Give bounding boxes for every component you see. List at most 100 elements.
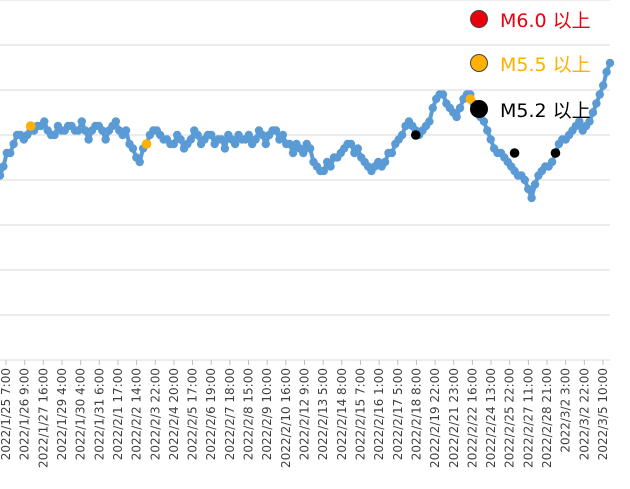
data-point bbox=[176, 135, 185, 144]
data-point bbox=[50, 130, 59, 140]
data-point bbox=[169, 139, 178, 149]
x-tick-label: 2022/2/18 8:00 bbox=[409, 368, 423, 460]
data-point bbox=[425, 117, 434, 126]
data-point bbox=[483, 126, 492, 135]
data-point bbox=[305, 144, 315, 153]
highlight-point bbox=[410, 130, 421, 140]
data-point bbox=[595, 90, 604, 99]
legend-item-m52: M5.2 以上 bbox=[470, 92, 630, 126]
data-point bbox=[588, 108, 598, 117]
data-point bbox=[285, 139, 294, 149]
data-point bbox=[207, 130, 216, 140]
highlight-points bbox=[25, 94, 561, 158]
x-tick-label: 2022/2/15 7:00 bbox=[353, 368, 367, 460]
data-point bbox=[6, 148, 15, 158]
x-tick-label: 2022/2/8 15:00 bbox=[242, 368, 256, 460]
highlight-point bbox=[141, 139, 152, 149]
x-tick-label: 2022/2/5 17:00 bbox=[186, 368, 200, 460]
highlight-point bbox=[25, 121, 36, 131]
data-point bbox=[598, 81, 608, 90]
x-tick-label: 2022/2/13 5:00 bbox=[316, 368, 330, 460]
x-tick-label: 2022/1/25 7:00 bbox=[0, 368, 13, 460]
data-point bbox=[84, 135, 93, 144]
data-point bbox=[230, 139, 240, 149]
data-point bbox=[438, 90, 448, 99]
x-tick-label: 2022/3/2 3:00 bbox=[559, 368, 573, 453]
data-point bbox=[326, 162, 335, 171]
data-point bbox=[128, 144, 138, 153]
data-point bbox=[0, 171, 5, 180]
legend-item-m55: M5.5 以上 bbox=[470, 46, 630, 80]
x-tick-label: 2022/2/7 18:00 bbox=[223, 368, 237, 460]
data-point bbox=[353, 144, 363, 153]
x-tick-label: 2022/2/1 17:00 bbox=[111, 368, 125, 460]
data-point bbox=[547, 157, 557, 167]
data-point bbox=[530, 180, 540, 189]
x-tick-label: 2022/2/21 23:00 bbox=[447, 368, 461, 468]
data-point bbox=[193, 130, 202, 140]
data-point bbox=[486, 135, 495, 144]
x-tick-label: 2022/2/4 20:00 bbox=[167, 368, 181, 460]
data-point bbox=[387, 148, 397, 158]
x-tick-label: 2022/2/24 13:00 bbox=[484, 368, 498, 468]
data-point bbox=[217, 135, 226, 144]
x-tick-label: 2022/2/10 16:00 bbox=[279, 368, 293, 468]
data-point bbox=[111, 117, 121, 126]
data-point bbox=[258, 130, 267, 140]
legend-item-m6: M6.0 以上 bbox=[470, 2, 630, 36]
legend-label: M5.5 以上 bbox=[500, 53, 591, 76]
data-point bbox=[278, 130, 288, 140]
data-point bbox=[220, 144, 230, 153]
legend-dot-orange-icon bbox=[470, 54, 488, 72]
data-point bbox=[585, 117, 594, 126]
x-axis: 2022/1/25 7:00 2022/1/26 9:00 2022/1/27 16… bbox=[0, 360, 610, 468]
data-point bbox=[602, 67, 611, 77]
data-point bbox=[452, 112, 461, 122]
data-point bbox=[346, 139, 356, 149]
x-tick-label: 2022/2/9 10:00 bbox=[260, 368, 274, 460]
legend-label: M5.2 以上 bbox=[500, 99, 591, 122]
x-tick-label: 2022/2/16 1:00 bbox=[372, 368, 386, 460]
x-tick-label: 2022/2/12 9:00 bbox=[298, 368, 312, 460]
legend-label: M6.0 以上 bbox=[500, 9, 591, 32]
data-point bbox=[605, 58, 615, 68]
data-point bbox=[244, 130, 253, 140]
x-tick-label: 2022/2/28 21:00 bbox=[540, 368, 554, 468]
data-point bbox=[40, 117, 49, 126]
data-point bbox=[527, 193, 536, 203]
x-tick-label: 2022/1/31 6:00 bbox=[92, 368, 106, 460]
data-point bbox=[251, 135, 260, 144]
x-tick-label: 2022/2/2 14:00 bbox=[130, 368, 144, 460]
data-point bbox=[271, 126, 281, 135]
data-point bbox=[479, 117, 489, 126]
data-point bbox=[9, 139, 18, 149]
x-tick-label: 2022/2/27 11:00 bbox=[521, 368, 535, 468]
data-point bbox=[261, 139, 271, 149]
data-point bbox=[288, 148, 298, 158]
data-point bbox=[121, 126, 131, 135]
data-point bbox=[520, 175, 530, 185]
x-tick-label: 2022/1/30 4:00 bbox=[74, 368, 88, 460]
data-point bbox=[380, 157, 390, 167]
highlight-point bbox=[509, 148, 520, 158]
x-tick-label: 2022/3/2 22:00 bbox=[577, 368, 591, 460]
data-point bbox=[319, 166, 328, 176]
x-tick-label: 2022/1/26 9:00 bbox=[18, 368, 32, 460]
x-tick-label: 2022/2/14 8:00 bbox=[335, 368, 349, 460]
highlight-point bbox=[550, 148, 561, 158]
data-point bbox=[524, 184, 533, 194]
x-tick-label: 2022/1/27 16:00 bbox=[36, 368, 50, 468]
data-point bbox=[0, 162, 8, 171]
x-tick-label: 2022/3/5 10:00 bbox=[596, 368, 610, 460]
legend-dot-black-icon bbox=[470, 100, 488, 118]
x-tick-label: 2022/2/3 22:00 bbox=[148, 368, 162, 460]
data-point bbox=[299, 148, 308, 158]
x-tick-label: 2022/2/17 5:00 bbox=[391, 368, 405, 460]
data-point bbox=[135, 157, 144, 167]
x-tick-label: 2022/2/19 22:00 bbox=[428, 368, 442, 468]
data-point bbox=[575, 117, 584, 126]
grid-lines bbox=[0, 0, 610, 361]
data-point bbox=[77, 117, 86, 126]
series-group bbox=[0, 58, 615, 203]
